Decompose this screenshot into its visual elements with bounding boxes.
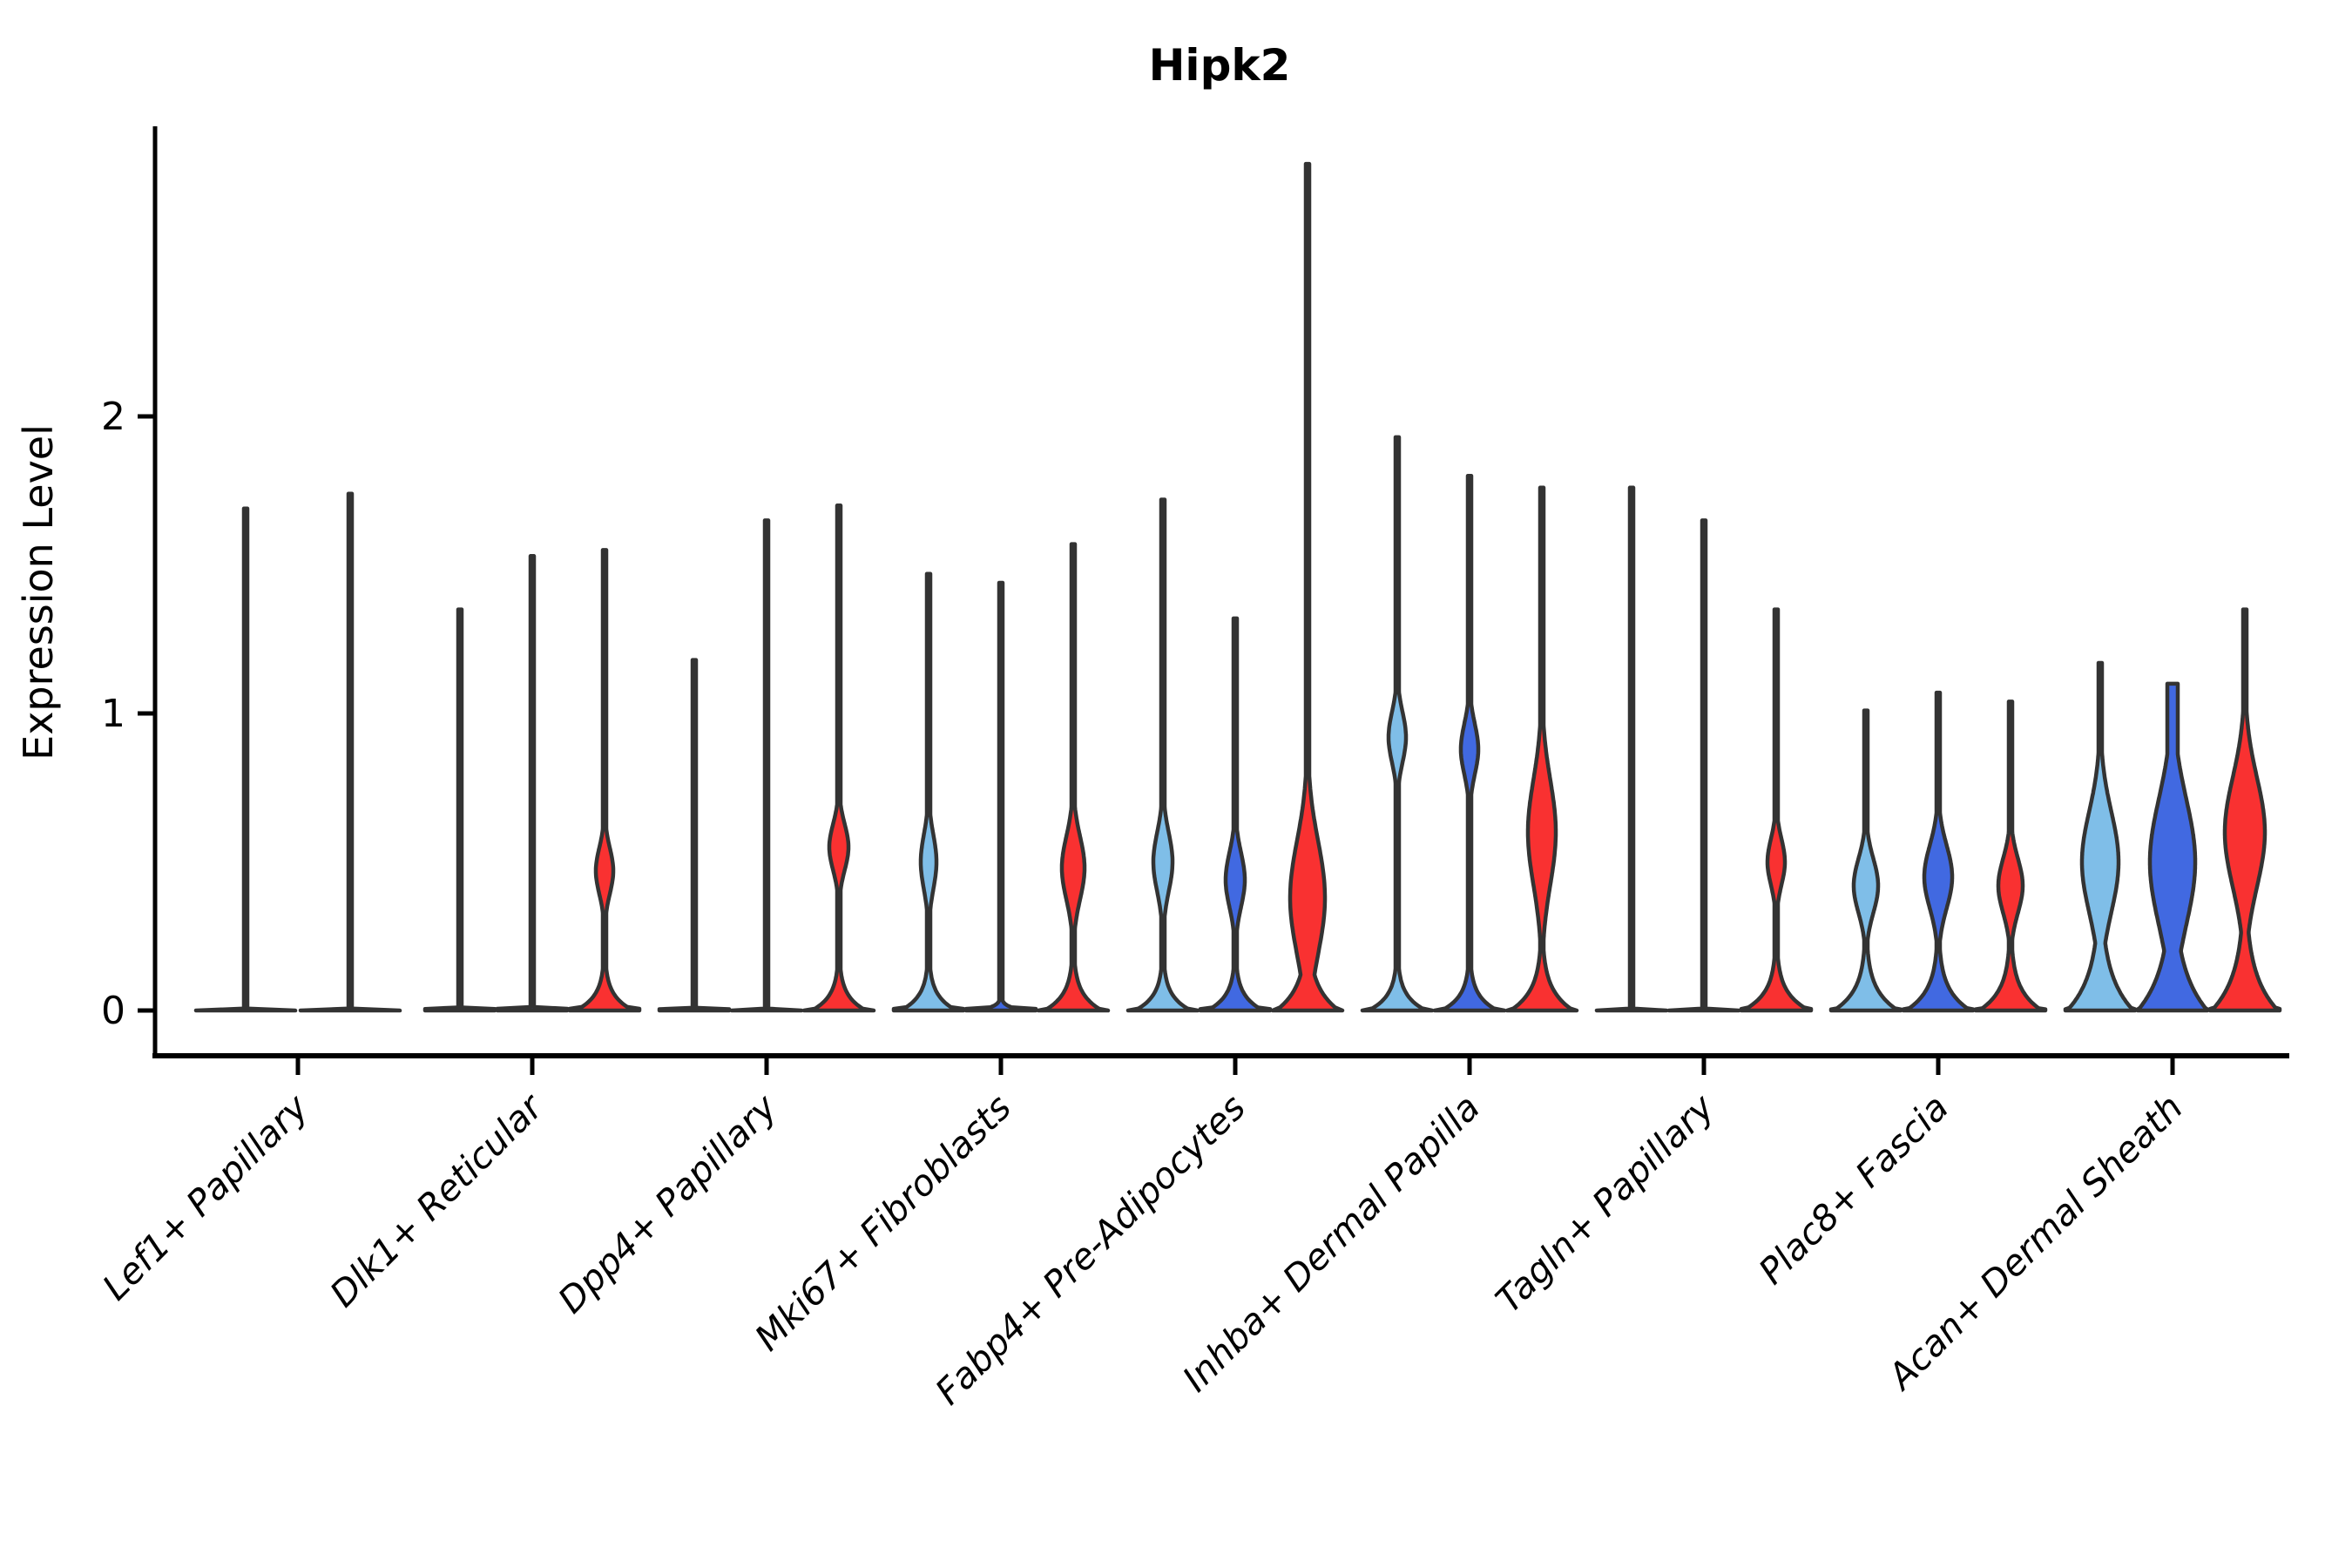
violin-light_blue <box>1828 708 1903 1013</box>
violin-dark_blue <box>495 554 570 1013</box>
y-tick-label: 0 <box>101 989 125 1033</box>
violin-light_blue <box>1360 435 1435 1013</box>
y-tick-label: 2 <box>101 395 125 439</box>
violin-dark_blue <box>1666 518 1741 1013</box>
violin-light_blue <box>1594 485 1669 1013</box>
violin-red <box>1973 700 2048 1013</box>
x-tick-label: Tagln+ Papillary <box>1488 1086 1723 1321</box>
violin-dark_blue <box>2135 681 2210 1013</box>
violin-layer <box>193 161 2282 1013</box>
violin-light_blue <box>2063 660 2138 1013</box>
violin-light_blue <box>657 658 732 1013</box>
y-axis-label: Expression Level <box>15 424 62 760</box>
violin-light_blue <box>891 571 966 1013</box>
x-tick-label: Lef1+ Papillary <box>94 1086 316 1308</box>
violin-dark_blue <box>729 518 804 1013</box>
chart-title: Hipk2 <box>1149 40 1291 91</box>
x-tick-label: Dpp4+ Papillary <box>550 1086 785 1321</box>
violin-dark_blue <box>298 491 402 1013</box>
violin-dark_blue <box>1432 473 1507 1013</box>
y-tick-label: 1 <box>101 692 125 736</box>
violin-red <box>1739 607 1814 1013</box>
violin-light_blue <box>1125 497 1200 1013</box>
violin-dark_blue <box>1198 616 1273 1013</box>
violin-red <box>567 548 642 1013</box>
violin-light_blue <box>422 607 497 1013</box>
violin-dark_blue <box>1901 690 1976 1013</box>
x-tick-label: Plac8+ Fascia <box>1751 1086 1957 1292</box>
violin-red <box>2207 607 2282 1013</box>
x-tick-label: Mki67+ Fibroblasts <box>747 1086 1019 1359</box>
violin-dark_blue <box>963 580 1038 1013</box>
violin-red <box>1504 485 1579 1013</box>
violin-light_blue <box>193 506 298 1013</box>
violin-red <box>1270 161 1345 1013</box>
violin-red <box>1036 542 1111 1013</box>
x-tick-label: Dlk1+ Reticular <box>322 1085 552 1315</box>
violin-red <box>801 504 876 1013</box>
axes-layer: 0 1 2 Lef1+ Papillary Dlk1+ Reticular Dpp4+ P… <box>94 126 2289 1413</box>
